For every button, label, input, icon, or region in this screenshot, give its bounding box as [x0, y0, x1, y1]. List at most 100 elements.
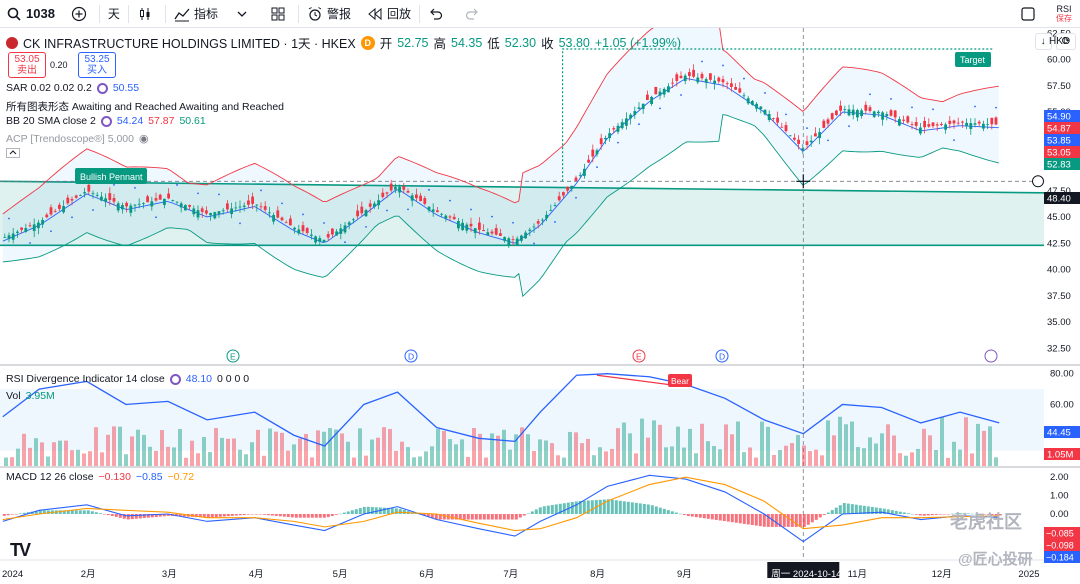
macd-histogram-bar: [802, 514, 806, 527]
sar-dot: [995, 106, 997, 109]
macd-tag: [1044, 551, 1080, 563]
candle-body: [969, 123, 973, 129]
volume-bar: [250, 442, 254, 466]
volume-bar: [676, 426, 680, 466]
candle-body: [24, 228, 28, 232]
macd-histogram-bar: [222, 514, 226, 517]
candle-body: [721, 79, 725, 83]
search-icon: [7, 7, 21, 21]
currency-label[interactable]: HKD: [1049, 36, 1071, 47]
time-tick-label: 7月: [503, 569, 518, 580]
time-tick-label: 3月: [162, 569, 177, 580]
volume-bar: [856, 447, 860, 466]
volume-bar: [34, 438, 38, 466]
chart-canvas[interactable]: 62.5060.0057.5055.0052.5050.0047.5045.00…: [0, 28, 1080, 584]
settings-icon[interactable]: [169, 373, 181, 385]
volume-bar: [406, 447, 410, 466]
candle-body: [965, 122, 968, 126]
symbol-search[interactable]: 1038: [0, 0, 63, 28]
sar-dot: [428, 188, 430, 191]
volume-bar: [598, 447, 602, 466]
undo-button[interactable]: [420, 0, 456, 28]
collapse-legend-button[interactable]: [6, 148, 20, 158]
macd-histogram-bar: [238, 514, 242, 516]
eye-hidden-icon[interactable]: ◉: [138, 133, 149, 145]
volume-bar: [148, 446, 152, 466]
volume-bar: [190, 440, 194, 466]
candle-body: [881, 112, 884, 120]
sar-legend[interactable]: SAR 0.02 0.02 0.2 50.55: [6, 82, 139, 94]
macd-histogram-bar: [102, 514, 106, 515]
candle-body: [687, 72, 691, 76]
settings-icon[interactable]: [100, 115, 112, 127]
macd-histogram-bar: [414, 513, 418, 514]
vol-legend[interactable]: Vol 3.95M: [6, 390, 55, 402]
macd-histogram-bar: [678, 513, 682, 515]
volume-bar: [946, 457, 950, 466]
crosshair-date-label: 周一 2024-10-14: [771, 569, 841, 580]
sell-button[interactable]: 53.05 卖出: [8, 52, 46, 78]
sar-dot: [722, 64, 724, 67]
bb-legend[interactable]: BB 20 SMA close 2 54.24 57.87 50.61: [6, 115, 206, 127]
volume-bar: [934, 450, 938, 466]
layouts-button[interactable]: [262, 0, 298, 28]
macd-histogram-bar: [246, 514, 250, 515]
volume-bar: [130, 436, 134, 466]
candle-body: [419, 195, 422, 202]
macd-histogram-bar: [462, 514, 466, 520]
bear-divergence-line: [596, 374, 681, 387]
alert-button[interactable]: 警报: [299, 0, 359, 28]
buy-button[interactable]: 53.25 买入: [78, 52, 116, 78]
sar-dot: [302, 213, 304, 216]
acp-legend[interactable]: ACP [Trendoscope®] 5,000 ◉: [6, 132, 149, 146]
redo-button[interactable]: [456, 0, 492, 28]
replay-button[interactable]: 回放: [359, 0, 419, 28]
volume-bar: [754, 457, 758, 466]
macd-histogram-bar: [694, 514, 698, 518]
sar-dot: [953, 139, 955, 142]
candle-body: [461, 222, 464, 231]
volume-bar: [10, 457, 14, 466]
volume-bar: [580, 443, 584, 466]
sar-dot: [659, 107, 661, 110]
symbol-legend: CK INFRASTRUCTURE HOLDINGS LIMITED · 1天 …: [6, 33, 681, 52]
volume-bar: [844, 424, 848, 466]
redo-icon: [465, 8, 478, 20]
sar-dot: [344, 241, 346, 244]
price-tag: [1044, 146, 1080, 158]
macd-histogram-bar: [522, 514, 526, 516]
save-layout-button[interactable]: RSI 保存: [1048, 5, 1080, 24]
macd-legend[interactable]: MACD 12 26 close −0.130 −0.85 −0.72: [6, 471, 194, 483]
candle-body: [511, 239, 515, 240]
volume-bar: [982, 430, 986, 466]
signal-line: [2, 476, 1000, 532]
macd-histogram-bar: [158, 514, 162, 517]
candle-body: [524, 232, 527, 239]
add-symbol-button[interactable]: [63, 0, 99, 28]
chart-type-button[interactable]: [129, 0, 165, 28]
reset-button[interactable]: ⟳: [1055, 33, 1076, 50]
interval-button[interactable]: 天: [107, 7, 120, 21]
volume-bar: [940, 416, 944, 466]
indicators-dropdown[interactable]: [226, 0, 262, 28]
candle-body: [910, 124, 914, 125]
settings-icon[interactable]: [96, 82, 108, 94]
volume-bar: [124, 454, 128, 466]
candle-body: [477, 222, 481, 230]
event-marker-label: D: [408, 352, 414, 362]
candle-body: [528, 229, 532, 231]
candle-body: [860, 110, 863, 116]
macd-histogram-bar: [250, 514, 254, 515]
add-alert-icon: [1032, 175, 1044, 188]
fullscreen-button[interactable]: [1012, 0, 1048, 28]
macd-histogram-bar: [762, 514, 766, 527]
macd-histogram-bar: [78, 510, 82, 514]
candle-body: [3, 237, 7, 238]
patterns-legend[interactable]: 所有图表形态 Awaiting and Reached Awaiting and…: [6, 99, 284, 114]
indicators-button[interactable]: 指标: [166, 0, 226, 28]
scroll-down-button[interactable]: ↓: [1034, 33, 1052, 50]
volume-bar: [916, 448, 920, 466]
macd-histogram-bar: [18, 513, 22, 514]
rsi-legend[interactable]: RSI Divergence Indicator 14 close 48.10 …: [6, 373, 249, 385]
macd-histogram-bar: [526, 513, 530, 514]
